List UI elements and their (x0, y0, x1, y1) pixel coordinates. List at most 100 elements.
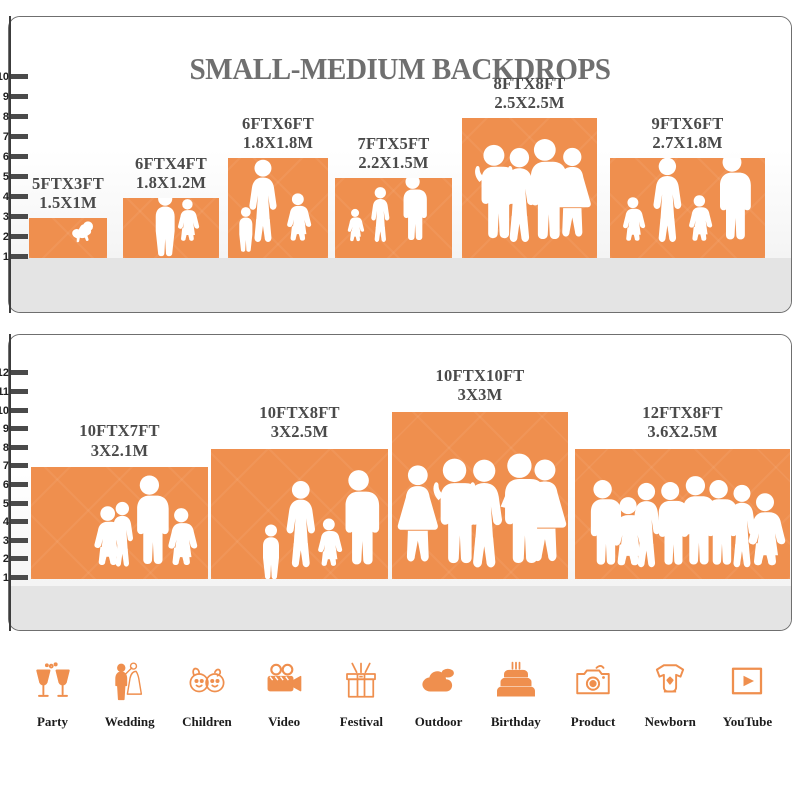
play-button-icon (726, 652, 768, 710)
category-video[interactable]: Video (246, 652, 323, 730)
birthday-cake-icon (495, 652, 537, 710)
y-tick-dash (11, 389, 28, 394)
bride-groom-icon (109, 652, 151, 710)
bar-10ftx7ft (31, 467, 208, 579)
bar-label-meters: 2.2X1.5M (358, 153, 429, 173)
bar-10ftx8ft (211, 448, 388, 579)
bar-label-feet: 8FTX8FT (493, 74, 566, 93)
y-tick-label: 2 (2, 553, 9, 566)
bar-label-meters: 1.5X1M (39, 193, 97, 213)
y-tick-dash (11, 463, 28, 469)
chart-floor-top (9, 258, 791, 312)
category-label: Product (570, 714, 616, 729)
y-tick-label: 6 (2, 479, 9, 491)
y-tick-dash (11, 134, 28, 139)
category-label: Wedding (104, 714, 155, 729)
bar-label-feet: 10FTX8FT (259, 402, 340, 422)
category-product[interactable]: Product (555, 652, 632, 730)
y-tick-label: 7 (2, 131, 9, 143)
y-tick-label: 3 (2, 534, 9, 547)
y-tick-label: 11 (0, 386, 9, 398)
y-tick-dash (11, 114, 28, 119)
y-tick-label: 5 (2, 171, 9, 183)
people-silhouettes (239, 159, 312, 252)
y-tick-dash (11, 370, 28, 376)
chart-floor-bottom (9, 586, 791, 630)
category-icon-strip: Party Wedding Children Video Festival Outdoor… (14, 652, 786, 762)
category-children[interactable]: Children (168, 652, 245, 730)
bar-size-label: 7FTX5FT 2.2X1.5M (305, 134, 482, 173)
y-tick-label: 9 (2, 423, 9, 436)
bar-label-meters: 2.5X2.5M (494, 93, 565, 113)
bar-12ftx8ft (575, 448, 790, 579)
page-title: SMALL-MEDIUM BACKDROPS (189, 51, 611, 86)
people-silhouettes (263, 469, 380, 579)
y-tick-label: 10 (0, 404, 9, 417)
people-silhouettes (397, 453, 567, 567)
category-outdoor[interactable]: Outdoor (400, 652, 477, 730)
bar-label-feet: 12FTX8FT (642, 402, 723, 422)
bar-size-label: 6FTX6FT 1.8X1.8M (198, 114, 358, 153)
people-silhouettes (475, 138, 591, 243)
y-tick-dash (11, 407, 28, 413)
y-tick-dash (11, 214, 28, 219)
category-wedding[interactable]: Wedding (91, 652, 168, 730)
category-label: YouTube (722, 714, 773, 729)
bar-label-feet: 6FTX6FT (242, 114, 314, 133)
y-tick-label: 7 (2, 460, 9, 473)
bar-label-feet: 10FTX7FT (79, 421, 160, 441)
bar-label-feet: 9FTX6FT (651, 114, 724, 133)
y-tick-label: 5 (2, 497, 9, 510)
y-tick-dash (11, 174, 28, 179)
gift-box-icon (340, 652, 382, 710)
y-axis-line-top (9, 16, 11, 313)
y-tick-dash (11, 519, 28, 525)
bar-size-label: 10FTX8FT 3X2.5M (181, 403, 418, 442)
y-tick-dash (11, 74, 28, 79)
category-festival[interactable]: Festival (323, 652, 400, 730)
category-birthday[interactable]: Birthday (477, 652, 554, 730)
bar-size-label: 12FTX8FT 3.6X2.5M (545, 403, 800, 442)
y-tick-label: 8 (2, 441, 9, 454)
bar-label-meters: 1.8X1.8M (242, 133, 314, 153)
y-tick-label: 1 (2, 572, 9, 584)
people-silhouettes (94, 475, 198, 567)
bar-label-meters: 1.8X1.2M (135, 173, 207, 193)
bar-label-feet: 5FTX3FT (32, 174, 104, 193)
bar-size-label: 6FTX4FT 1.8X1.2M (93, 154, 249, 193)
people-silhouettes (590, 475, 786, 567)
category-label: Video (268, 714, 301, 729)
bar-5ftx3ft (29, 218, 107, 258)
category-label: Party (36, 714, 69, 729)
category-label: Festival (339, 714, 384, 729)
bar-size-label: 10FTX10FT 3X3M (362, 366, 598, 405)
y-tick-label: 6 (2, 151, 9, 163)
y-tick-label: 4 (2, 191, 9, 203)
y-tick-label: 10 (0, 71, 9, 83)
bar-label-feet: 6FTX4FT (135, 154, 207, 173)
bar-10ftx10ft (392, 411, 568, 579)
y-tick-label: 8 (2, 111, 9, 123)
category-label: Birthday (490, 714, 541, 729)
bar-label-meters: 3X2.5M (270, 422, 329, 442)
bar-7ftx5ft (335, 178, 452, 258)
category-party[interactable]: Party (14, 652, 91, 730)
category-newborn[interactable]: Newborn (632, 652, 709, 730)
y-tick-dash (11, 234, 28, 239)
y-tick-label: 1 (2, 251, 9, 263)
champagne-glasses-icon (32, 652, 74, 710)
bar-label-feet: 10FTX10FT (435, 365, 525, 385)
y-tick-dash (11, 426, 28, 432)
photo-camera-icon (572, 652, 614, 710)
category-label: Children (182, 714, 232, 729)
bar-size-label: 5FTX3FT 1.5X1M (0, 174, 137, 213)
y-tick-label: 2 (2, 231, 9, 243)
people-silhouettes (623, 158, 751, 243)
y-tick-dash (11, 444, 28, 450)
category-youtube[interactable]: YouTube (709, 652, 786, 730)
y-tick-label: 3 (2, 211, 9, 223)
cloud-icon (418, 652, 460, 710)
y-axis-line-bottom (9, 334, 11, 631)
people-silhouettes (155, 198, 200, 257)
bar-size-label: 9FTX6FT 2.7X1.8M (580, 114, 795, 153)
